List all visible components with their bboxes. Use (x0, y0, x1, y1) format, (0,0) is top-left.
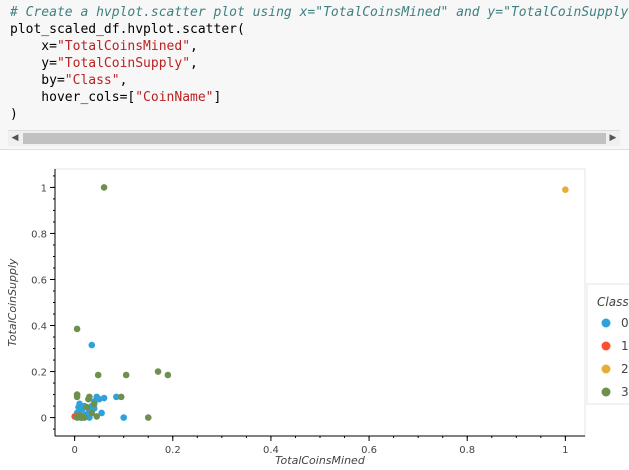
code-token: by= (10, 73, 65, 88)
scatter-plot[interactable]: 0 0.2 0.4 0.6 0.8 1 0 0.2 0.4 0.6 0.8 1 TotalCoinsMi… (0, 150, 629, 467)
data-point-class-3 (83, 403, 91, 411)
y-tick-label: 1 (41, 183, 47, 194)
y-tick-label: 0.2 (31, 368, 47, 379)
data-point-class-3 (154, 368, 162, 375)
legend-label: 3 (621, 385, 629, 399)
legend-label: 2 (621, 362, 629, 376)
data-point-class-3 (94, 371, 102, 379)
code-token: ] (213, 90, 222, 105)
code-token: x= (10, 39, 57, 54)
plot-area (54, 168, 586, 437)
data-point-class-0 (88, 341, 96, 349)
horizontal-scrollbar[interactable]: ◀ ▶ (8, 130, 620, 146)
x-tick-label: 0 (71, 445, 77, 456)
x-tick-label: 0.2 (165, 445, 181, 456)
x-tick-label: 0.8 (459, 445, 475, 456)
data-point-class-0 (98, 409, 105, 417)
legend-marker-class-1 (601, 341, 611, 351)
data-point-class-3 (90, 400, 98, 408)
y-tick-label: 0.6 (31, 275, 47, 286)
code-line: ) (10, 107, 18, 122)
legend-marker-class-0 (601, 318, 611, 328)
legend-marker-class-2 (601, 364, 611, 374)
code-token: plot_scaled_df.hvplot.scatter( (10, 22, 245, 37)
code-line: x="TotalCoinsMined", (10, 39, 198, 54)
code-line: # Create a hvplot.scatter plot using x="… (10, 5, 629, 20)
x-tick-label: 1 (562, 445, 568, 456)
data-point-class-3 (100, 184, 108, 191)
data-point-class-3 (81, 414, 88, 421)
data-point-class-3 (88, 409, 96, 417)
data-point-class-0 (100, 394, 108, 402)
scroll-left-arrow-icon[interactable]: ◀ (11, 133, 19, 143)
code-token: "TotalCoinSupply" (56, 56, 191, 71)
code-line: y="TotalCoinSupply", (10, 56, 198, 71)
code-line: plot_scaled_df.hvplot.scatter( (10, 22, 245, 37)
scatter-chart-svg: 0 0.2 0.4 0.6 0.8 1 0 0.2 0.4 0.6 0.8 1 TotalCoinsMi… (6, 168, 629, 467)
data-point-class-3 (73, 325, 81, 333)
data-point-class-0 (120, 414, 128, 421)
y-tick-label: 0 (41, 414, 47, 425)
code-token: "TotalCoinsMined" (56, 39, 191, 54)
code-token: hover_cols=[ (10, 90, 136, 105)
code-token: , (119, 73, 128, 88)
code-token: "CoinName" (135, 90, 214, 105)
code-token: "Class" (64, 73, 120, 88)
y-axis-label: TotalCoinSupply (6, 258, 19, 347)
scrollbar-thumb[interactable] (23, 133, 606, 144)
code-token: ) (10, 107, 18, 122)
x-tick-label: 0.4 (263, 445, 279, 456)
code-editor[interactable]: # Create a hvplot.scatter plot using x="… (10, 4, 629, 123)
y-tick-label: 0.8 (31, 229, 47, 240)
code-token: # Create a hvplot.scatter plot using x="… (10, 5, 629, 20)
x-tick-label: 0.6 (361, 445, 377, 456)
scroll-right-arrow-icon[interactable]: ▶ (609, 133, 617, 143)
legend-title: Class (597, 295, 629, 309)
data-point-class-3 (73, 414, 81, 421)
code-token: , (190, 56, 198, 71)
data-point-class-0 (75, 403, 82, 411)
data-point-class-3 (144, 414, 152, 421)
legend-label: 1 (621, 339, 629, 353)
data-point-class-3 (93, 413, 101, 420)
data-point-class-3 (73, 393, 81, 401)
code-line: hover_cols=["CoinName"] (10, 90, 221, 105)
code-cell[interactable]: # Create a hvplot.scatter plot using x="… (0, 0, 629, 150)
data-point-class-3 (164, 371, 172, 379)
x-axis-label: TotalCoinsMined (275, 454, 366, 466)
data-point-class-3 (85, 395, 92, 403)
data-point-class-2 (562, 186, 569, 194)
data-point-class-3 (117, 393, 125, 401)
legend-marker-class-3 (601, 387, 611, 397)
code-token: , (190, 39, 198, 54)
y-tick-label: 0.4 (31, 322, 47, 333)
data-point-class-0 (113, 393, 120, 401)
code-line: by="Class", (10, 73, 127, 88)
legend-label: 0 (621, 316, 629, 330)
data-point-class-3 (122, 371, 130, 379)
code-token: y= (10, 56, 57, 71)
